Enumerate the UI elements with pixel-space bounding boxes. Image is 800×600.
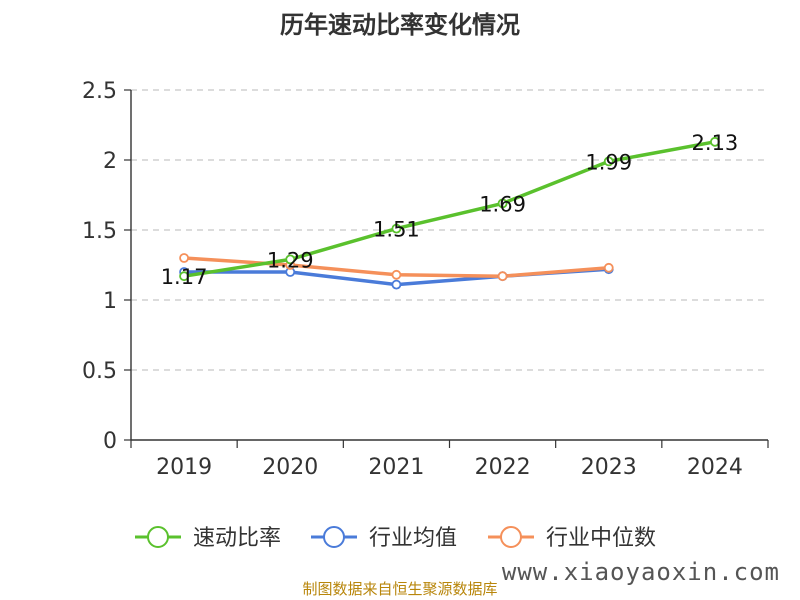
x-tick-label: 2023 [581, 455, 637, 480]
x-tick-label: 2019 [156, 455, 212, 480]
legend-swatch-marker [147, 526, 169, 548]
chart-title: 历年速动比率变化情况 [280, 11, 520, 39]
x-tick-label: 2024 [687, 455, 743, 480]
y-tick-label: 2.5 [82, 79, 117, 104]
grid-lines [131, 89, 768, 371]
legend-item-1[interactable]: 行业均值 [311, 526, 457, 551]
data-point [603, 262, 614, 273]
y-tick-label: 2 [103, 149, 117, 174]
data-point [603, 156, 614, 167]
series-line-0 [182, 140, 717, 278]
legend-item-2[interactable]: 行业中位数 [488, 526, 656, 551]
legend-item-0[interactable]: 速动比率 [135, 526, 281, 551]
series-lines [182, 140, 717, 287]
data-points [179, 136, 720, 290]
watermark: www.xiaoyaoxin.com [502, 558, 780, 586]
data-point [391, 223, 402, 234]
legend-swatch-marker [500, 526, 522, 548]
data-point [497, 198, 508, 209]
y-tick-label: 0.5 [82, 359, 117, 384]
data-label: 1.99 [585, 150, 632, 174]
data-label: 1.17 [161, 265, 208, 289]
y-tick-label: 1 [103, 289, 117, 314]
data-point [391, 279, 402, 290]
data-label: 1.29 [267, 248, 314, 272]
legend-label: 行业中位数 [546, 526, 656, 551]
x-tick-label: 2020 [262, 455, 318, 480]
legend-label: 速动比率 [193, 526, 281, 551]
data-point [391, 269, 402, 280]
data-point [285, 254, 296, 265]
y-tick-label: 0 [103, 429, 117, 454]
data-point [179, 253, 189, 263]
tick-labels: 0 0.5 1 1.5 2 2.5 2019 2020 2021 2022 2023 2024 [82, 79, 743, 480]
data-label: 1.51 [373, 218, 420, 242]
legend-label: 行业均值 [369, 526, 457, 551]
source-note: 制图数据来自恒生聚源数据库 [302, 580, 497, 598]
data-point [710, 136, 720, 147]
data-label: 2.13 [692, 131, 739, 155]
data-point [497, 271, 508, 282]
legend-swatch-marker [323, 526, 345, 548]
y-tick-label: 1.5 [82, 219, 117, 244]
x-tick-label: 2022 [475, 455, 531, 480]
data-label: 1.69 [479, 192, 526, 216]
x-tick-label: 2021 [368, 455, 424, 480]
axes [124, 89, 769, 448]
data-labels: 1.17 1.29 1.51 1.69 1.99 2.13 [161, 131, 739, 289]
data-point [179, 271, 189, 282]
legend[interactable]: 速动比率 行业均值 行业中位数 [135, 526, 656, 551]
